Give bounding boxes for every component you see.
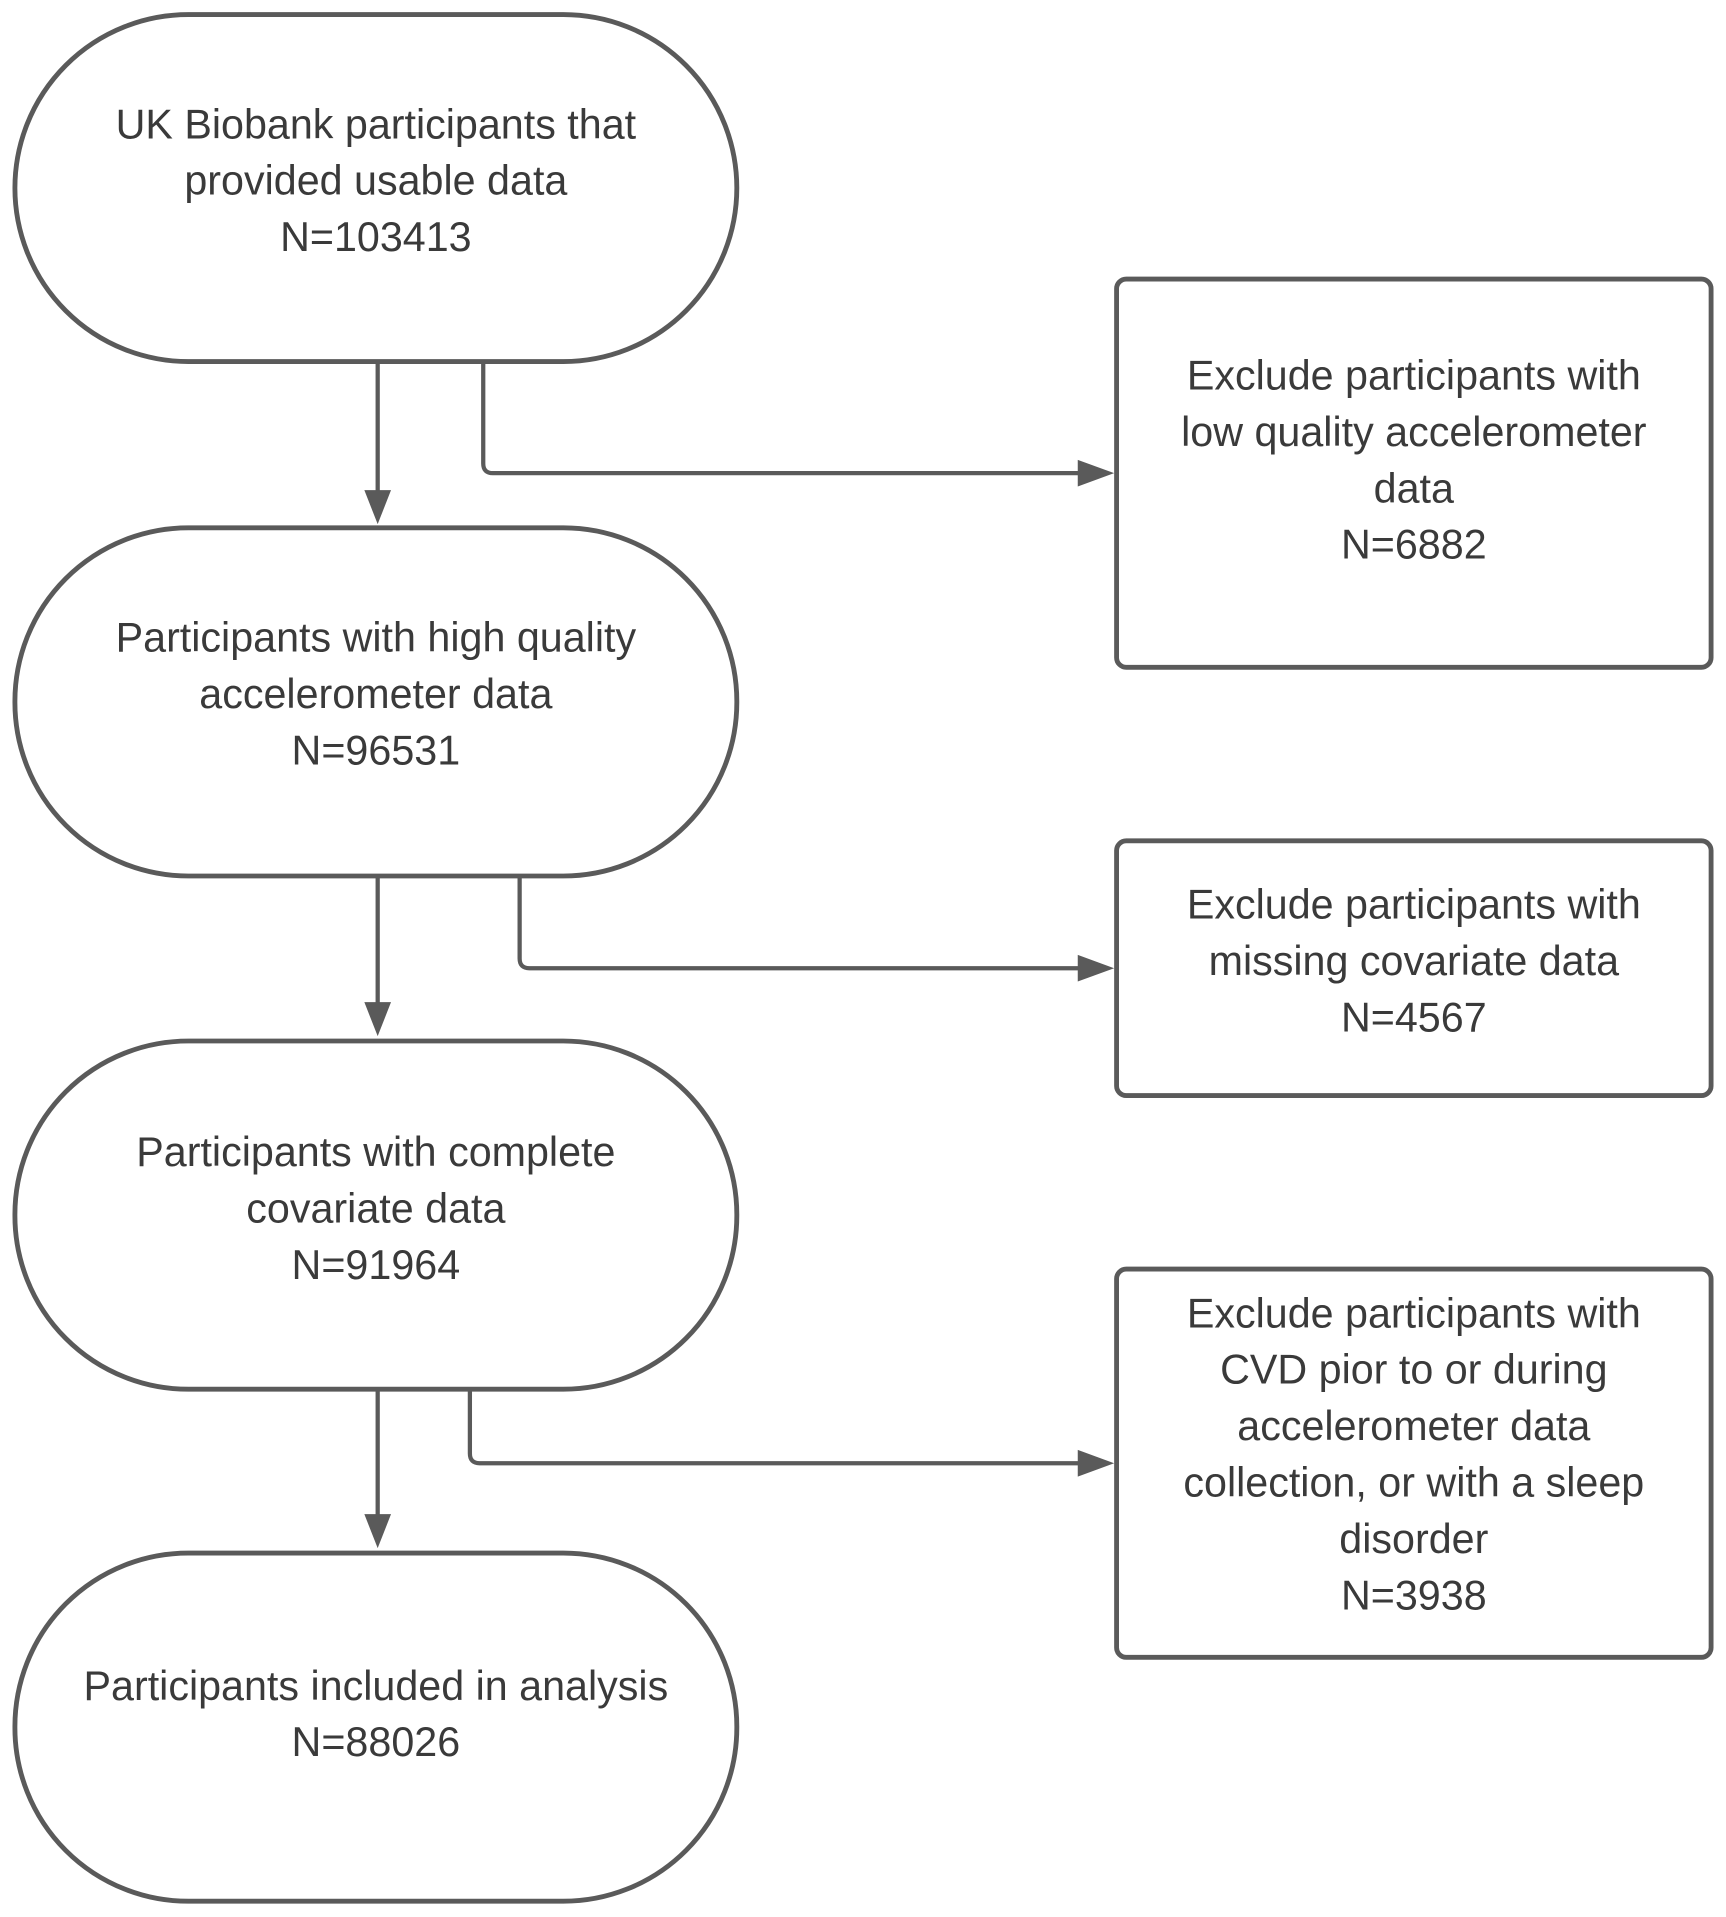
arrow-head (364, 1514, 392, 1549)
arrow-head (1077, 954, 1115, 982)
node-text: N=103413 (280, 214, 472, 260)
node-text: N=91964 (292, 1242, 461, 1288)
arrow (517, 875, 1083, 971)
box-shape (1114, 276, 1714, 670)
exclusion-node: Exclude participants with missing covaria… (1114, 838, 1714, 1099)
node-text: provided usable data (184, 158, 567, 204)
node-text: UK Biobank participants that (116, 101, 637, 147)
node-text: Participants included in analysis (84, 1663, 669, 1709)
node-text: disorder (1339, 1516, 1488, 1562)
stadium-shape (12, 525, 740, 879)
stage-node: Participants included in analysis N=88026 (12, 1550, 740, 1904)
node-text: N=88026 (292, 1719, 461, 1765)
node-text: missing covariate data (1209, 938, 1619, 984)
stadium-shape (12, 1038, 740, 1392)
node-text: N=96531 (292, 727, 461, 773)
exclusion-node: Exclude participants with CVD pior to or … (1114, 1266, 1714, 1660)
stage-node: Participants with high quality accelerome… (12, 525, 740, 879)
stadium-shape (12, 12, 740, 364)
node-text: Exclude participants with (1187, 352, 1641, 398)
arrow (467, 1389, 1083, 1466)
node-text: N=6882 (1341, 522, 1487, 568)
node-text: low quality accelerometer (1181, 409, 1647, 455)
node-text: Exclude participants with (1187, 1290, 1641, 1336)
node-text: data (1374, 465, 1454, 511)
exclusion-node: Exclude participants with low quality acc… (1114, 276, 1714, 670)
stadium-shape (12, 1550, 740, 1904)
arrow (481, 361, 1083, 476)
box-shape (1114, 838, 1714, 1099)
arrow-head (364, 490, 392, 525)
node-text: CVD pior to or during (1220, 1347, 1607, 1393)
node-text: Participants with high quality (116, 615, 637, 661)
node-text: N=4567 (1341, 994, 1487, 1040)
arrow-head (1077, 459, 1115, 487)
node-text: accelerometer data (199, 671, 552, 717)
stage-node: UK Biobank participants that provided usa… (12, 12, 740, 364)
node-text: accelerometer data (1237, 1403, 1590, 1449)
connectors (364, 361, 1115, 1549)
box-shape (1114, 1266, 1714, 1660)
arrow-head (364, 1002, 392, 1037)
arrow-head (1077, 1449, 1115, 1477)
node-text: Participants with complete (136, 1129, 615, 1175)
node-text: N=3938 (1341, 1572, 1487, 1618)
stage-node: Participants with complete covariate data… (12, 1038, 740, 1392)
node-text: Exclude participants with (1187, 881, 1641, 927)
node-text: covariate data (246, 1185, 505, 1231)
node-text: collection, or with a sleep (1183, 1460, 1644, 1506)
